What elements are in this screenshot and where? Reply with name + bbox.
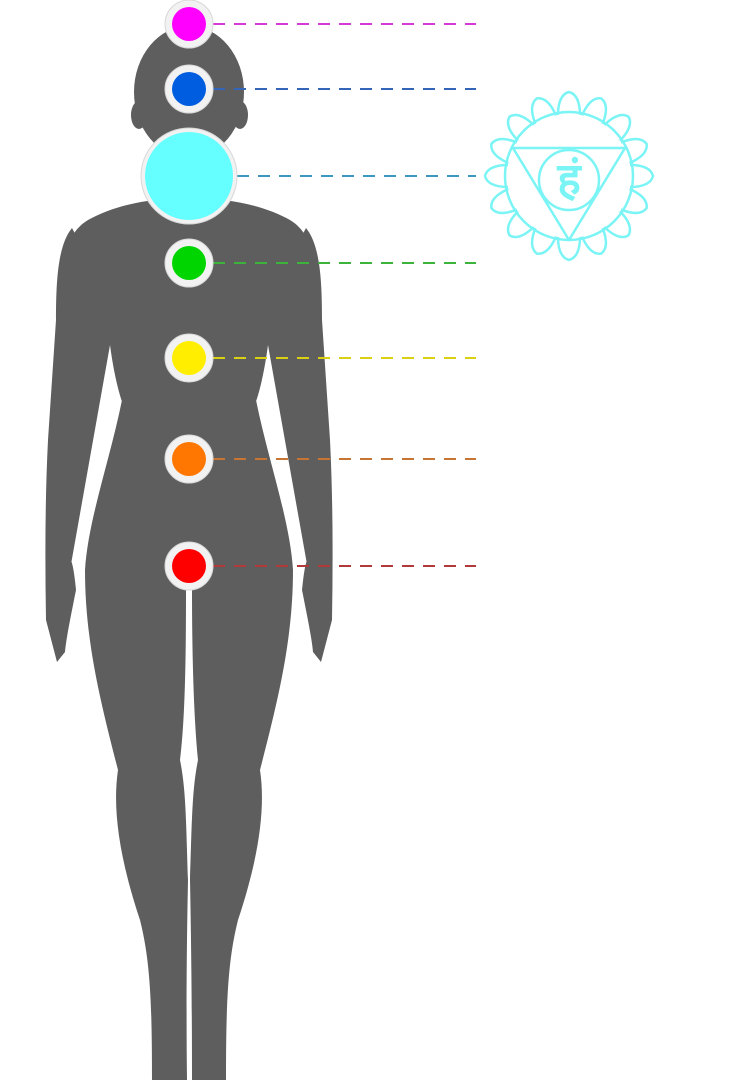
solar-plexus-chakra-point[interactable]: [172, 341, 206, 375]
silhouette-right-ear: [232, 101, 248, 129]
silhouette-body: [60, 198, 318, 1080]
silhouette-left-arm: [45, 228, 110, 662]
chakra-connector-lines: [213, 23, 476, 567]
throat-chakra-point[interactable]: [145, 132, 233, 220]
lotus-petal: [530, 97, 558, 125]
lotus-petal: [603, 210, 632, 239]
crown-chakra-point[interactable]: [172, 7, 206, 41]
lotus-petal: [490, 137, 518, 165]
lotus-petal: [530, 227, 558, 255]
lotus-petal: [556, 236, 582, 262]
lotus-petal: [629, 163, 655, 189]
lotus-petal: [556, 90, 582, 116]
lotus-petal: [483, 163, 509, 189]
symbol-inner-circle: [537, 148, 601, 212]
lotus-petal: [603, 113, 632, 142]
lotus-petal: [620, 187, 648, 215]
lotus-petal: [506, 210, 535, 239]
silhouette-left-ear: [131, 101, 147, 129]
lotus-petal: [620, 137, 648, 165]
symbol-triangle: [511, 146, 627, 242]
seed-syllable: हं: [556, 154, 582, 205]
lotus-petal: [506, 113, 535, 142]
vishuddha-symbol: हं: [483, 90, 655, 262]
third-eye-chakra-point[interactable]: [172, 72, 206, 106]
heart-chakra-point[interactable]: [172, 246, 206, 280]
lotus-petal: [580, 97, 608, 125]
root-chakra-point[interactable]: [172, 549, 206, 583]
sacral-chakra-point[interactable]: [172, 442, 206, 476]
lotus-petal: [580, 227, 608, 255]
lotus-petal: [490, 187, 518, 215]
chakra-points: [140, 0, 238, 591]
silhouette-right-arm: [268, 228, 333, 662]
